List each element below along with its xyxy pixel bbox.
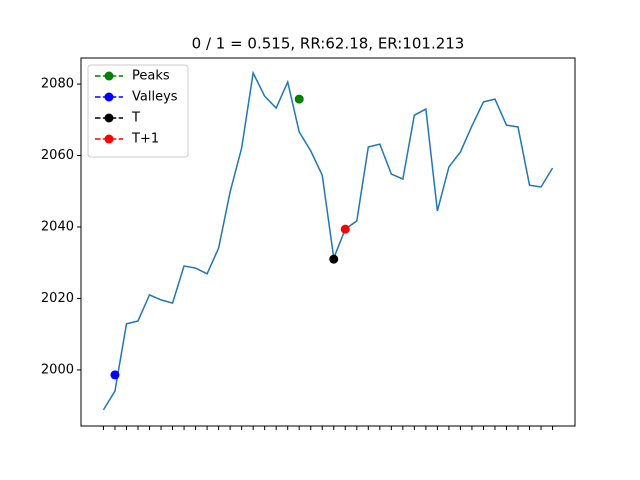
legend-label: T	[131, 111, 140, 126]
data-point	[329, 254, 339, 264]
data-line	[102, 70, 554, 411]
plot-frame	[80, 57, 576, 427]
legend-label: Peaks	[132, 69, 170, 84]
legend-marker	[104, 113, 114, 123]
legend-label: T+1	[131, 132, 159, 147]
y-tick-label: 2060	[41, 148, 74, 163]
y-tick-label: 2000	[41, 362, 74, 377]
y-tick-label: 2040	[41, 219, 74, 234]
data-point	[110, 370, 120, 380]
data-point	[340, 224, 350, 234]
data-point	[294, 94, 304, 104]
legend-marker	[104, 134, 114, 144]
chart-title: 0 / 1 = 0.515, RR:62.18, ER:101.213	[192, 35, 465, 53]
legend-marker	[104, 71, 114, 81]
legend-box	[87, 64, 189, 158]
legend-marker	[104, 92, 114, 102]
y-tick-label: 2080	[41, 77, 74, 92]
y-tick-label: 2020	[41, 291, 74, 306]
legend-label: Valleys	[132, 90, 178, 105]
